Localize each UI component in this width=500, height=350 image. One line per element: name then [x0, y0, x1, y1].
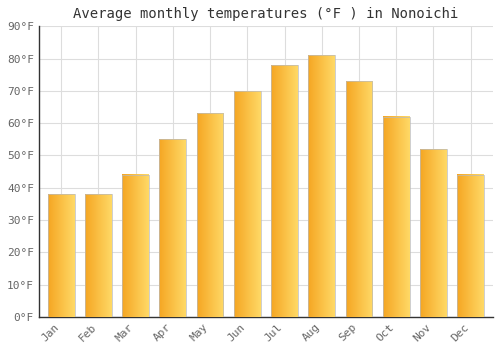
Bar — [122, 175, 149, 317]
Bar — [48, 194, 74, 317]
Bar — [383, 117, 409, 317]
Bar — [196, 113, 224, 317]
Bar — [160, 139, 186, 317]
Bar — [308, 55, 335, 317]
Bar — [85, 194, 112, 317]
Bar — [458, 175, 484, 317]
Bar — [271, 65, 298, 317]
Title: Average monthly temperatures (°F ) in Nonoichi: Average monthly temperatures (°F ) in No… — [74, 7, 458, 21]
Bar — [346, 81, 372, 317]
Bar — [420, 149, 447, 317]
Bar — [234, 91, 260, 317]
